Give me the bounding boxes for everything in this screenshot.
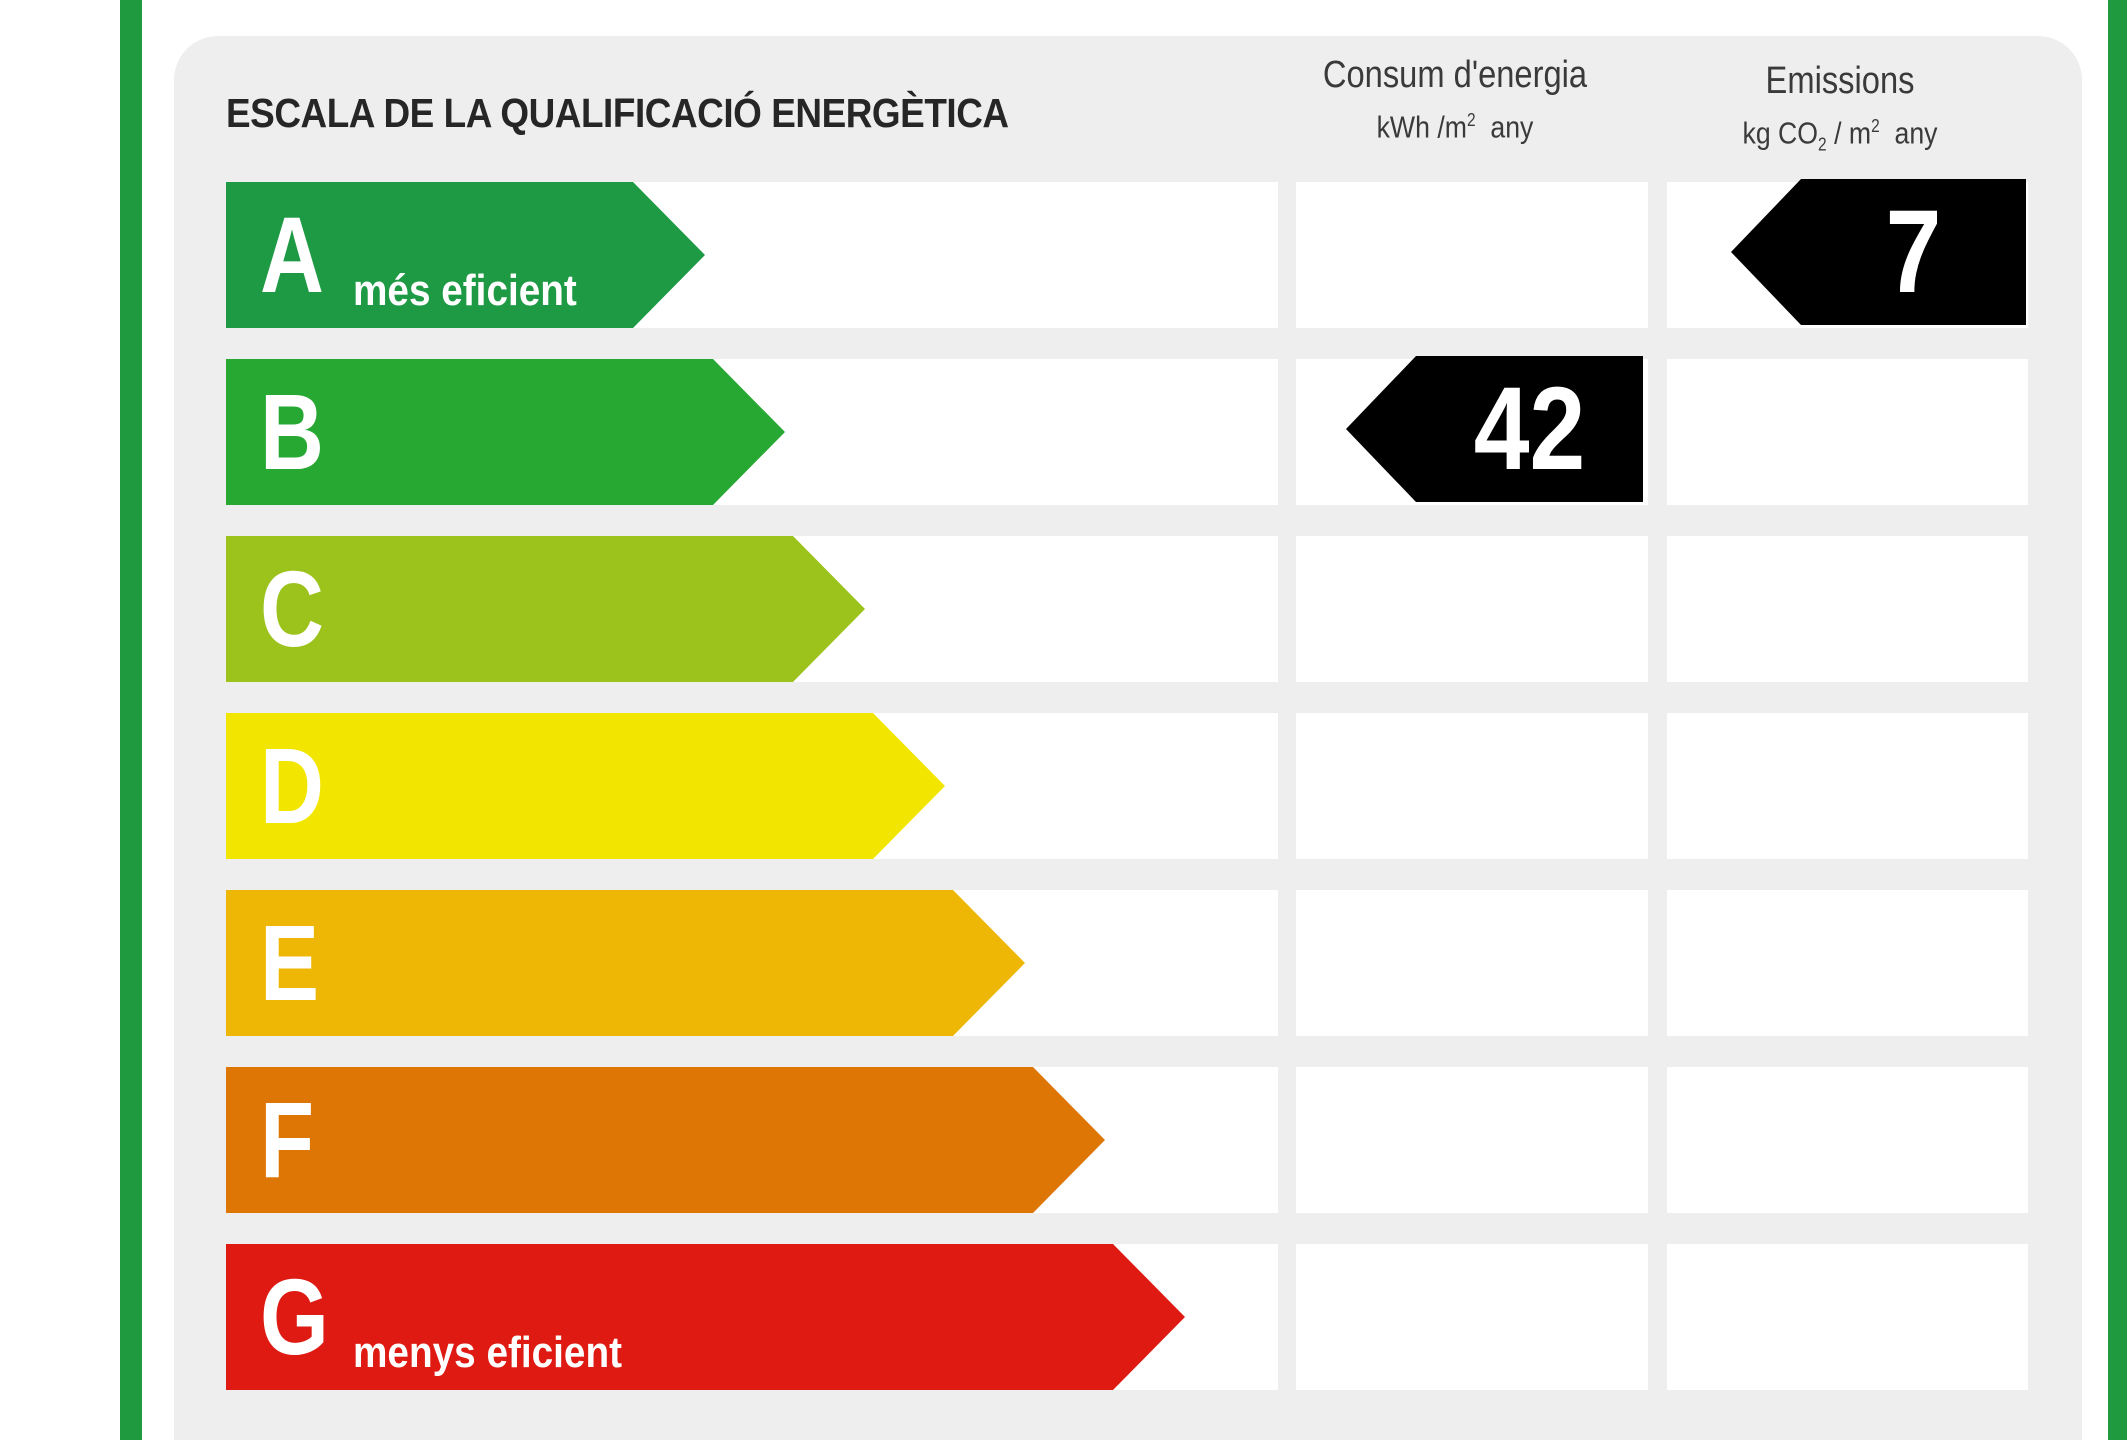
- class-sublabel: més eficient: [353, 266, 577, 315]
- class-letter: A: [260, 194, 324, 315]
- cons-cell: [1296, 1067, 1648, 1213]
- emis-cell: [1667, 359, 2028, 505]
- class-letter: E: [260, 902, 320, 1023]
- rating-row-b: B 42: [0, 356, 2127, 505]
- emissions-label: Emissions: [1765, 60, 1915, 102]
- emissions-rating-marker-value: 7: [1885, 186, 1942, 318]
- class-a-arrow: [226, 182, 705, 328]
- consumption-rating-marker: 42: [1346, 356, 1643, 502]
- class-b-arrow: [226, 359, 785, 505]
- emis-cell: [1667, 713, 2028, 859]
- scale-title: ESCALA DE LA QUALIFICACIÓ ENERGÈTICA: [226, 90, 1009, 136]
- class-c-arrow: [226, 536, 865, 682]
- consumption-unit: kWh /m2 any: [1376, 109, 1534, 145]
- class-letter: G: [260, 1256, 329, 1377]
- cons-cell: [1296, 890, 1648, 1036]
- class-sublabel: menys eficient: [353, 1328, 623, 1377]
- emis-cell: [1667, 536, 2028, 682]
- rating-row-c: C: [0, 536, 2127, 682]
- class-letter: C: [260, 548, 324, 669]
- class-d-arrow: [226, 713, 945, 859]
- class-letter: B: [260, 371, 324, 492]
- consumption-label: Consum d'energia: [1322, 54, 1588, 96]
- class-letter: F: [260, 1079, 315, 1200]
- emissions-column-header: Emissions kg CO2 / m2 any: [1670, 58, 2010, 167]
- emis-cell: [1667, 1067, 2028, 1213]
- class-letter: D: [260, 725, 324, 846]
- class-e-arrow: [226, 890, 1025, 1036]
- green-frame-left: [120, 0, 142, 1440]
- rating-row-e: E: [0, 890, 2127, 1036]
- consumption-column-header: Consum d'energia kWh /m2 any: [1290, 52, 1620, 149]
- class-f-arrow: [226, 1067, 1105, 1213]
- emissions-rating-marker: 7: [1731, 179, 2026, 325]
- emissions-unit: kg CO2 / m2 any: [1742, 115, 1938, 155]
- emis-cell: [1667, 890, 2028, 1036]
- cons-cell: [1296, 1244, 1648, 1390]
- green-frame-right: [2108, 0, 2127, 1440]
- cons-cell: [1296, 536, 1648, 682]
- rating-row-f: F: [0, 1067, 2127, 1213]
- cons-cell: [1296, 182, 1648, 328]
- consumption-rating-marker-value: 42: [1473, 363, 1586, 495]
- rating-row-d: D: [0, 713, 2127, 859]
- emis-cell: [1667, 1244, 2028, 1390]
- cons-cell: [1296, 713, 1648, 859]
- class-g-arrow: [226, 1244, 1185, 1390]
